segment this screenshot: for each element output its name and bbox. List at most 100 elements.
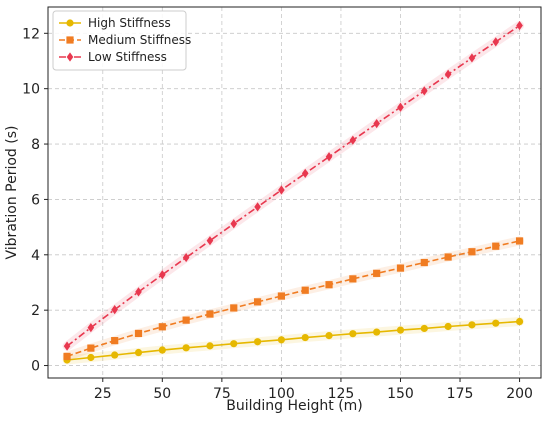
- data-point: [230, 219, 238, 229]
- data-point: [492, 242, 500, 250]
- data-point: [515, 317, 524, 326]
- data-point: [396, 326, 405, 334]
- data-point: [158, 346, 166, 354]
- legend-marker: [66, 52, 74, 62]
- data-point: [277, 336, 286, 344]
- y-tick-label: 6: [31, 192, 40, 208]
- legend-label: Low Stiffness: [88, 50, 167, 64]
- data-point: [87, 323, 95, 333]
- data-point: [134, 329, 143, 338]
- data-point: [253, 298, 262, 306]
- data-point: [492, 37, 500, 47]
- x-tick-label: 50: [153, 386, 171, 402]
- data-point: [182, 252, 190, 263]
- ticks-layer: 25 50 75 100 125 150 175 200 0 2 4 6 8 10 12: [22, 26, 533, 402]
- data-point: [278, 185, 285, 195]
- data-point: [515, 237, 524, 245]
- data-point: [159, 270, 166, 280]
- data-point: [277, 292, 286, 300]
- series-1: [62, 236, 525, 361]
- data-point: [206, 310, 214, 318]
- legend-item: Low Stiffness: [59, 50, 167, 64]
- data-point: [301, 286, 309, 294]
- y-tick-label: 12: [22, 26, 40, 42]
- data-point: [492, 319, 500, 327]
- data-point: [468, 248, 476, 256]
- series-line: [66, 240, 520, 358]
- data-point: [444, 69, 452, 79]
- series-line: [66, 320, 520, 361]
- y-axis-label: Vibration Period (s): [4, 126, 20, 260]
- data-point: [396, 264, 405, 272]
- data-point: [230, 304, 238, 312]
- data-point: [301, 333, 309, 342]
- data-point: [420, 324, 428, 333]
- data-point: [87, 344, 95, 352]
- data-point: [63, 341, 71, 351]
- data-point: [420, 258, 428, 267]
- legend-item: Medium Stiffness: [59, 33, 191, 47]
- data-point: [325, 281, 333, 289]
- y-tick-label: 8: [31, 137, 40, 153]
- plot-frame: [47, 6, 542, 379]
- data-point: [468, 53, 476, 63]
- series-2: [62, 20, 525, 351]
- data-point: [325, 152, 333, 162]
- data-point: [230, 340, 238, 348]
- legend-marker: [66, 36, 74, 44]
- legend-item: High Stiffness: [59, 16, 171, 30]
- data-point: [134, 348, 143, 357]
- data-point: [373, 269, 381, 277]
- data-point: [516, 20, 523, 31]
- data-point: [397, 102, 404, 112]
- x-tick-label: 100: [268, 386, 295, 402]
- legend-marker: [66, 19, 74, 27]
- data-point: [63, 352, 71, 361]
- data-point: [444, 322, 452, 331]
- data-point: [135, 287, 142, 297]
- data-point: [111, 337, 119, 345]
- data-point: [87, 353, 95, 362]
- y-tick-label: 2: [31, 303, 40, 319]
- x-tick-label: 75: [213, 386, 231, 402]
- data-point: [111, 351, 119, 359]
- data-point: [349, 135, 357, 145]
- data-point: [253, 338, 262, 346]
- x-tick-label: 175: [447, 386, 474, 402]
- legend-box: [52, 10, 187, 71]
- x-tick-label: 200: [506, 386, 533, 402]
- x-tick-label: 25: [94, 386, 112, 402]
- data-point: [373, 118, 380, 129]
- data-point: [325, 332, 333, 340]
- data-point: [373, 328, 381, 336]
- y-tick-label: 4: [31, 248, 40, 264]
- series-line: [66, 24, 521, 347]
- x-axis-label: Building Height (m): [226, 398, 363, 414]
- data-point: [111, 305, 118, 315]
- data-point: [349, 330, 357, 338]
- y-tick-label: 10: [22, 82, 40, 98]
- legend-label: High Stiffness: [88, 16, 171, 30]
- data-point: [206, 342, 214, 350]
- legend-label: Medium Stiffness: [88, 33, 191, 47]
- data-point: [182, 344, 190, 352]
- data-point: [158, 323, 166, 331]
- x-tick-label: 125: [328, 386, 355, 402]
- data-point: [254, 202, 261, 212]
- series-0: [62, 317, 525, 365]
- series-layer: [62, 20, 525, 365]
- data-point: [182, 316, 190, 324]
- legend: High Stiffness Medium Stiffness Low Stiffn…: [52, 10, 191, 71]
- series-glow: [62, 317, 525, 365]
- data-point: [420, 86, 428, 96]
- series-glow: [62, 21, 525, 351]
- y-tick-label: 0: [31, 359, 40, 375]
- x-tick-label: 150: [387, 386, 414, 402]
- data-point: [206, 236, 214, 246]
- data-point: [468, 321, 476, 329]
- data-point: [349, 275, 357, 283]
- data-point: [301, 168, 309, 178]
- data-point: [444, 253, 452, 261]
